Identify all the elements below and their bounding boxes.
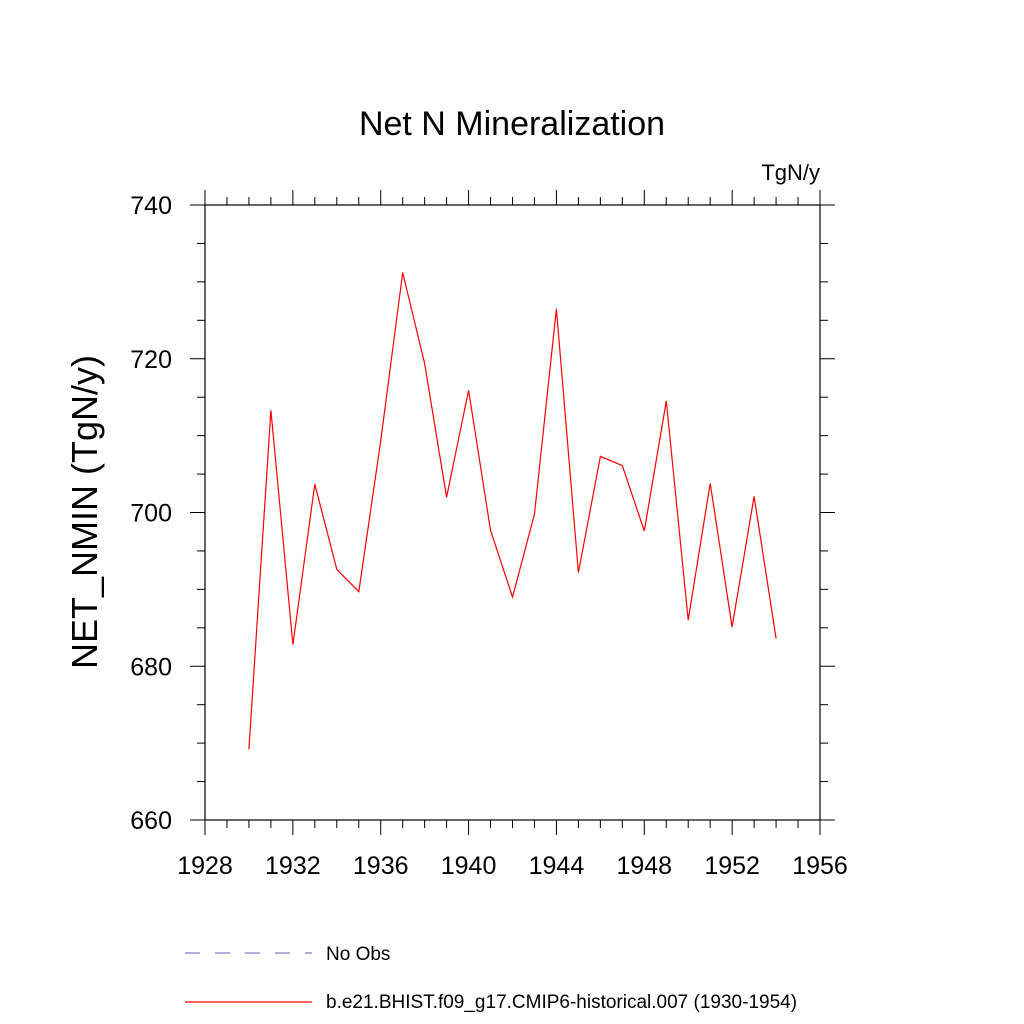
chart-title: Net N Mineralization: [359, 105, 665, 143]
y-tick-label: 720: [130, 346, 172, 374]
legend-label-model: b.e21.BHIST.f09_g17.CMIP6-historical.007…: [326, 992, 797, 1013]
y-tick-label: 680: [130, 653, 172, 681]
y-axis-label: NET_NMIN (TgN/y): [64, 355, 105, 669]
x-tick-label: 1940: [441, 852, 497, 880]
x-tick-label: 1948: [616, 852, 672, 880]
y-tick-label: 700: [130, 500, 172, 528]
legend: No Obs b.e21.BHIST.f09_g17.CMIP6-histori…: [185, 944, 797, 1013]
x-tick-label: 1932: [265, 852, 321, 880]
tick-labels: 1928 1932 1936 1940 1944 1948 1952 1956 660 680 70…: [130, 192, 848, 880]
y-tick-label: 740: [130, 192, 172, 220]
x-tick-label: 1956: [792, 852, 848, 880]
plot-frame: [204, 204, 821, 821]
legend-label-no-obs: No Obs: [326, 944, 390, 965]
series-layer: [248, 272, 777, 750]
axis-ticks: [190, 190, 835, 835]
x-tick-label: 1928: [177, 852, 233, 880]
y-tick-label: 660: [130, 807, 172, 835]
x-tick-label: 1936: [353, 852, 409, 880]
units-label: TgN/y: [761, 160, 820, 185]
series-line: [248, 272, 777, 750]
x-tick-label: 1944: [529, 852, 585, 880]
x-tick-label: 1952: [704, 852, 760, 880]
